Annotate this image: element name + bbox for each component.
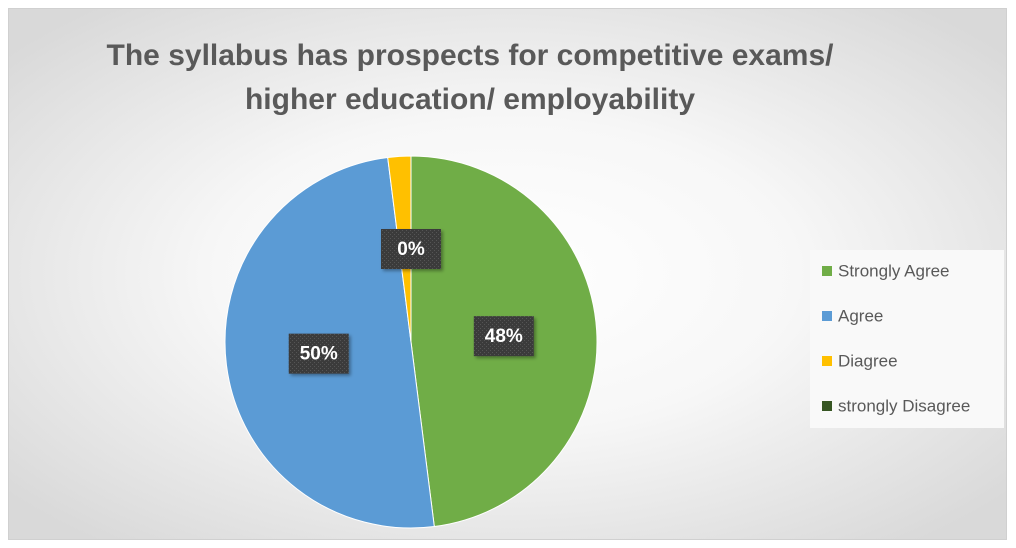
data-label: 50% bbox=[300, 344, 338, 365]
chart-title: higher education/ employability bbox=[245, 83, 695, 116]
data-label-box bbox=[381, 229, 441, 269]
data-label-box bbox=[288, 333, 349, 374]
legend-label: Diagree bbox=[838, 351, 898, 370]
chart-title: The syllabus has prospects for competiti… bbox=[107, 39, 835, 72]
legend-swatch bbox=[822, 266, 832, 276]
legend-label: Strongly Agree bbox=[838, 261, 950, 280]
data-label: 48% bbox=[485, 326, 523, 347]
data-label-box bbox=[473, 316, 534, 357]
legend-swatch bbox=[822, 401, 832, 411]
data-label: 0% bbox=[397, 239, 425, 260]
legend-label: Agree bbox=[838, 306, 883, 325]
legend-label: strongly Disagree bbox=[838, 396, 970, 415]
legend-swatch bbox=[822, 356, 832, 366]
legend-swatch bbox=[822, 311, 832, 321]
legend bbox=[810, 250, 1004, 428]
